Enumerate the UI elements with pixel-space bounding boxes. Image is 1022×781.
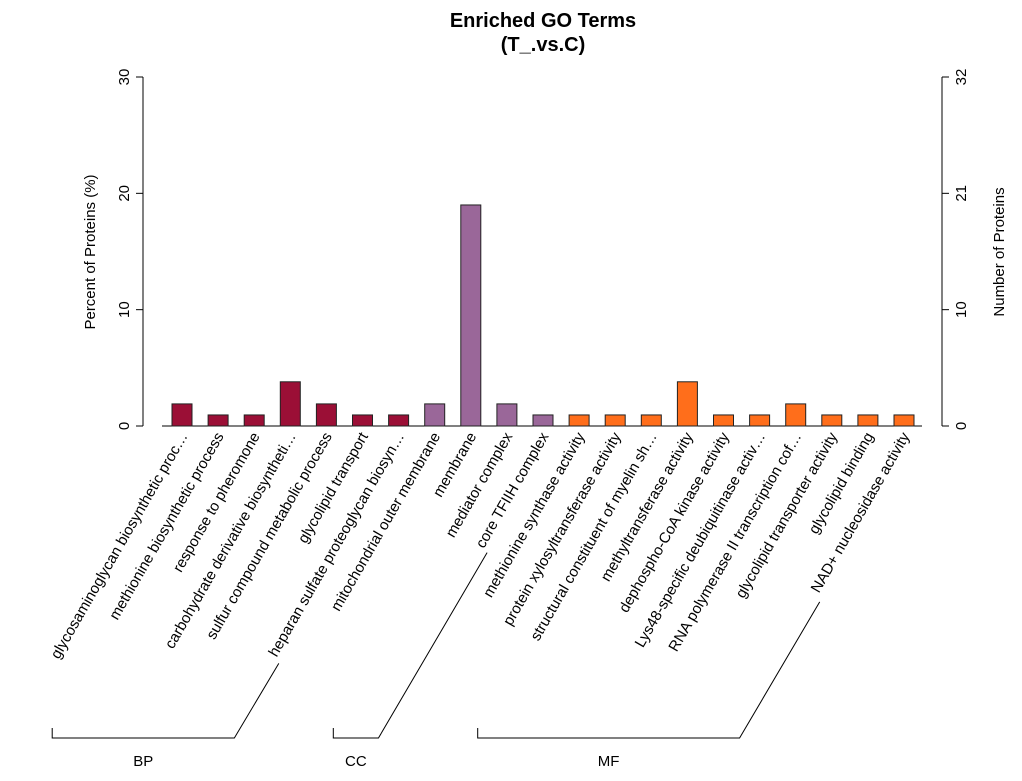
chart-title: Enriched GO Terms [450, 10, 636, 32]
left-y-axis: 0 10 20 30 [116, 69, 144, 430]
right-tick-label: 0 [953, 422, 970, 430]
bar [749, 414, 771, 427]
left-tick-label: 10 [116, 301, 133, 318]
bar [532, 414, 554, 427]
group-label: MF [598, 753, 620, 770]
bars [171, 204, 915, 427]
bar [424, 403, 446, 427]
bar [676, 381, 698, 427]
right-tick-label: 10 [953, 301, 970, 318]
bar [315, 403, 337, 427]
bar [640, 414, 662, 427]
right-y-axis: 0 10 21 32 [941, 69, 970, 430]
bar [279, 381, 301, 427]
bar [207, 414, 229, 427]
bar [388, 414, 410, 427]
right-tick-label: 21 [953, 185, 970, 202]
bar [857, 414, 879, 427]
group-bracket [332, 552, 488, 739]
category-labels: glycosaminoglycan biosynthetic proc…meth… [48, 429, 914, 662]
bar [785, 403, 807, 427]
y-axis-label-left: Percent of Proteins (%) [82, 174, 99, 329]
left-tick-label: 0 [116, 422, 133, 430]
y-axis-label-right: Number of Proteins [991, 187, 1008, 316]
bar [496, 403, 518, 427]
category-label: glycosaminoglycan biosynthetic proc… [48, 430, 192, 662]
bar [713, 414, 734, 427]
left-tick-label: 20 [116, 185, 133, 202]
group-bracket [477, 601, 821, 739]
bar [568, 414, 590, 427]
bar [243, 414, 265, 427]
group-label: BP [133, 753, 153, 770]
bar [171, 403, 193, 427]
bar [604, 414, 626, 427]
bar [460, 204, 482, 427]
bar [352, 414, 373, 427]
chart-subtitle: (T_.vs.C) [501, 34, 585, 56]
left-tick-label: 30 [116, 69, 133, 86]
bar [821, 414, 843, 427]
group-label: CC [345, 753, 367, 770]
right-tick-label: 32 [953, 69, 970, 86]
group-bracket [51, 663, 280, 739]
bar [893, 414, 915, 427]
group-brackets: BP CC MF [51, 552, 821, 770]
